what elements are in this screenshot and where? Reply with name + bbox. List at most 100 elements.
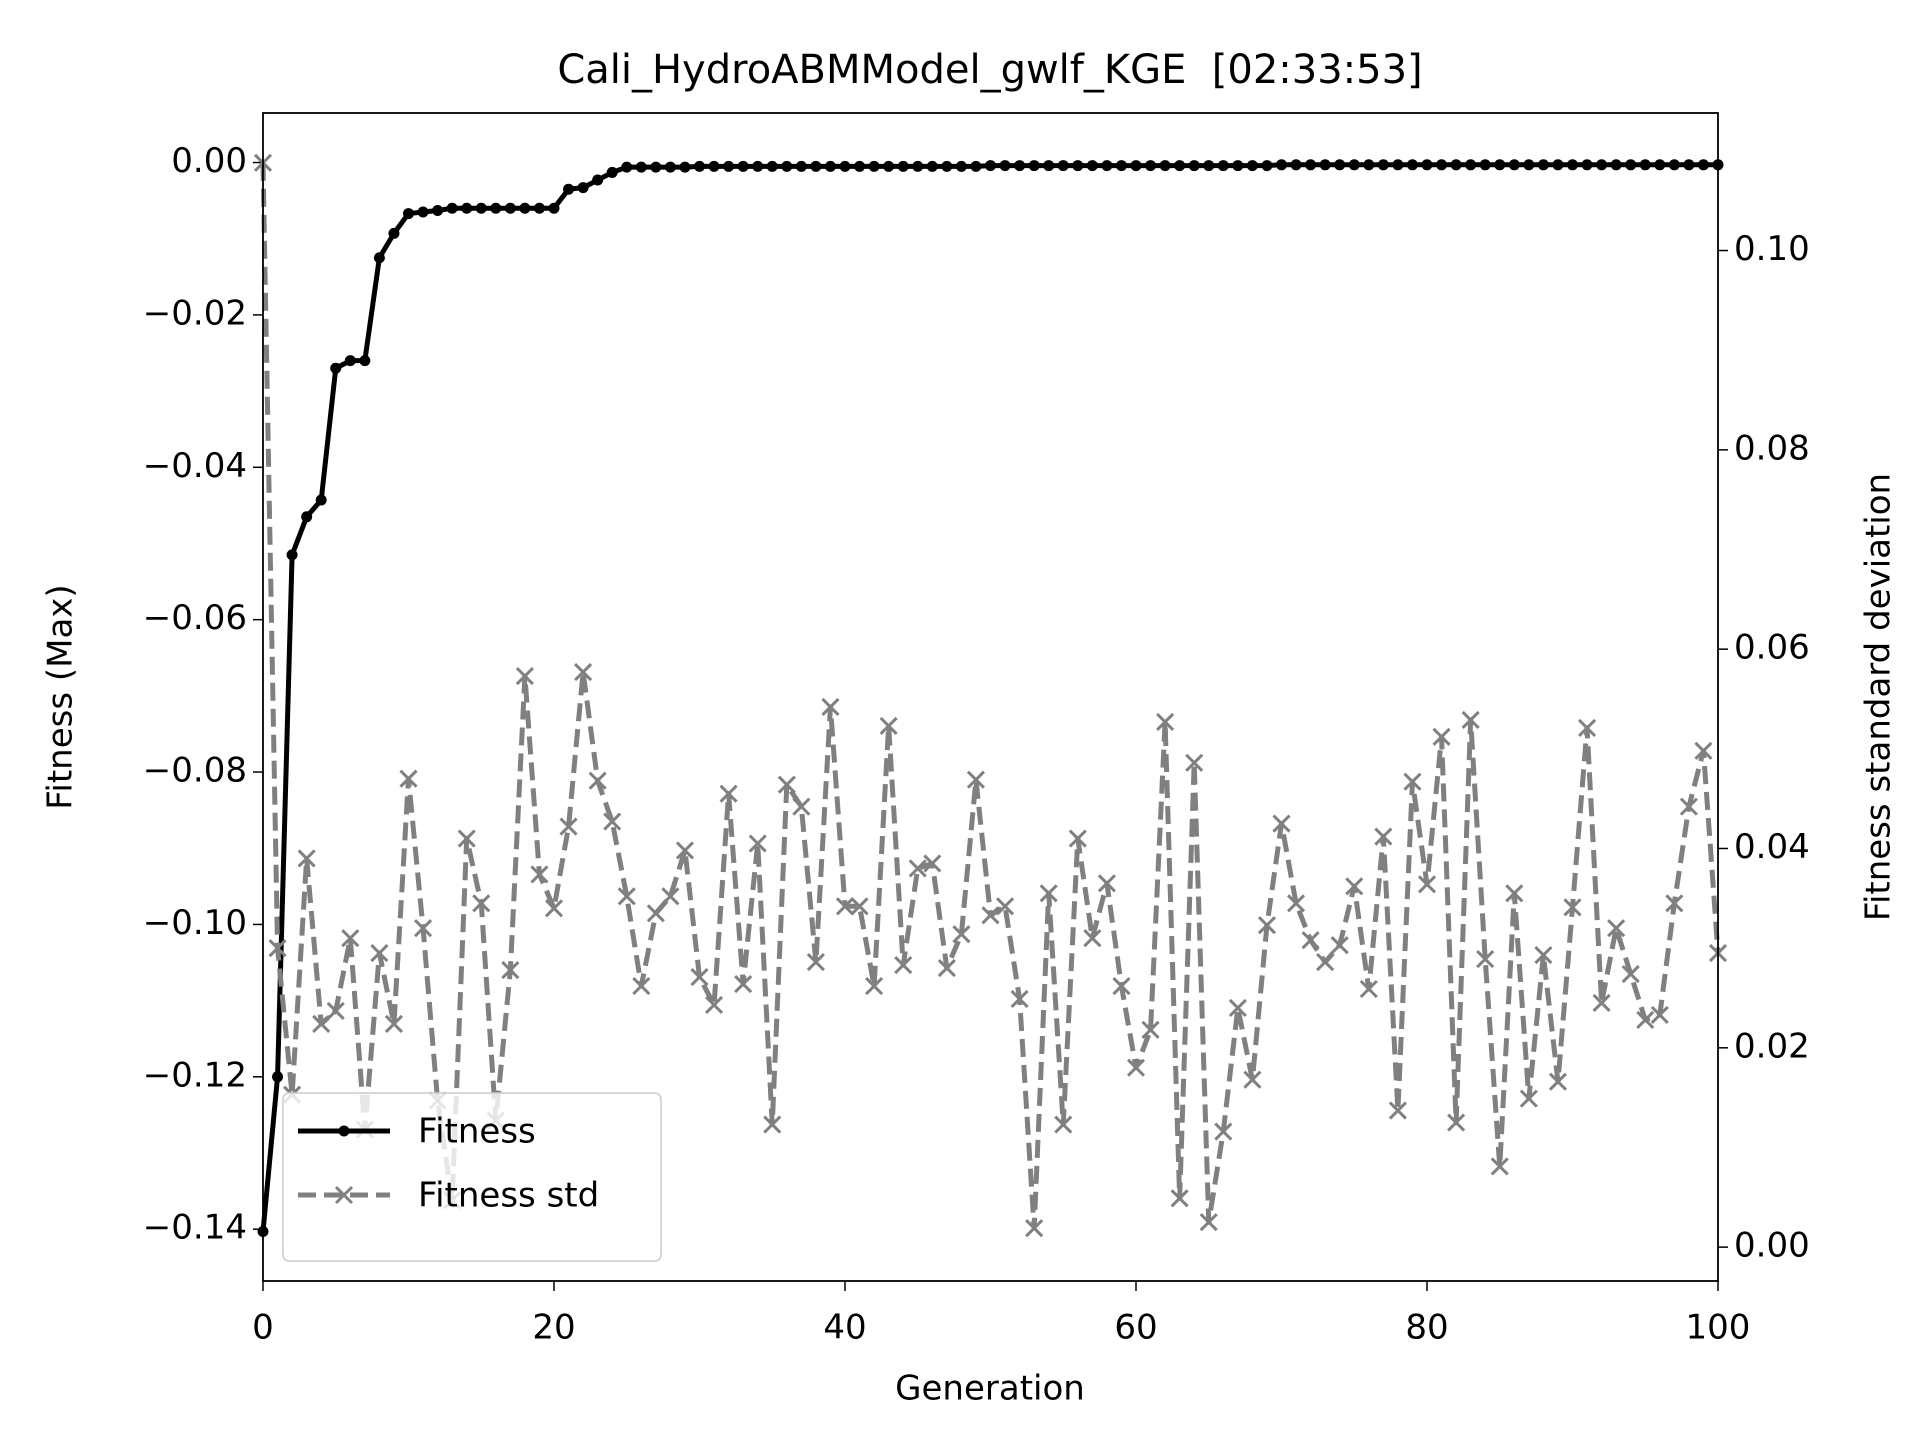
marker [806,953,825,972]
marker [530,865,549,884]
marker [854,160,866,172]
marker [1199,1213,1218,1232]
marker [1679,797,1698,816]
marker [1694,741,1713,760]
marker [766,160,778,172]
marker [1665,894,1684,913]
plot-frame [262,112,1719,1282]
marker [559,817,578,836]
marker [635,161,647,173]
y-tick-label: −0.14 [143,1208,247,1248]
marker [1607,919,1626,938]
marker [501,961,520,980]
marker [908,859,927,878]
marker [970,160,982,172]
marker [1188,160,1200,172]
marker [1508,159,1520,171]
marker [548,202,560,214]
chart-title: Cali_HydroABMModel_gwlf_KGE [02:33:53] [557,47,1422,93]
marker [752,160,764,172]
marker [1654,159,1666,171]
marker [1174,160,1186,172]
x-tick-label: 20 [532,1308,575,1348]
y2-tick-label: 0.02 [1734,1026,1810,1066]
marker [1319,159,1331,171]
y2-axis-label: Fitness standard deviation [1859,473,1899,921]
marker [839,160,851,172]
marker [897,160,909,172]
marker [1592,993,1611,1013]
marker [533,202,545,214]
y-tick-label: −0.12 [143,1055,247,1095]
marker [894,956,913,975]
marker [1683,159,1695,171]
marker [835,897,855,916]
marker [1330,936,1349,955]
marker [457,829,476,848]
marker [1403,772,1422,791]
marker [1072,160,1084,172]
marker [1476,950,1495,969]
marker [1461,710,1480,729]
marker [1406,159,1418,171]
marker [370,944,389,963]
marker [650,161,662,173]
marker [879,716,898,735]
marker [1057,160,1069,172]
marker [646,904,665,923]
y-tick-label: −0.08 [143,751,247,791]
y2-tick-label: 0.04 [1734,827,1810,867]
marker [504,202,516,214]
y-tick-label: −0.10 [143,903,247,943]
marker [923,854,942,873]
marker [1505,884,1524,903]
marker [777,775,796,794]
marker [341,929,360,948]
marker [1388,1101,1407,1120]
marker [1257,916,1277,935]
marker [544,899,564,918]
marker [781,160,793,172]
marker [1246,160,1258,172]
marker [268,939,287,958]
marker [955,160,967,172]
marker [563,183,575,195]
y2-tick-label: 0.00 [1734,1226,1810,1266]
marker [1345,877,1364,896]
legend-marker [338,1125,350,1137]
line [260,162,1718,1232]
series [253,153,1728,1238]
marker [1141,1020,1160,1039]
legend-marker [334,1185,354,1205]
marker [795,160,807,172]
marker [883,160,895,172]
marker [592,174,604,186]
marker [1523,159,1535,171]
marker [1185,753,1204,772]
legend-box [282,1092,662,1262]
y-tick-label: −0.04 [143,446,247,486]
marker [574,663,593,682]
series [257,159,1724,1237]
marker [344,355,356,367]
marker [1290,159,1302,171]
y-axis-label: Fitness (Max) [41,584,81,809]
marker [1232,160,1244,172]
marker [810,160,822,172]
marker [821,697,840,717]
marker [941,160,953,172]
marker [312,1014,331,1033]
marker [326,1001,345,1020]
x-tick-label: 0 [252,1308,274,1348]
marker [1348,159,1360,171]
marker [1126,1058,1146,1077]
marker [1097,874,1116,893]
marker [1068,829,1087,848]
marker [472,894,491,913]
marker [737,160,749,172]
marker [1537,159,1549,171]
marker [999,160,1011,172]
marker [1359,979,1378,999]
